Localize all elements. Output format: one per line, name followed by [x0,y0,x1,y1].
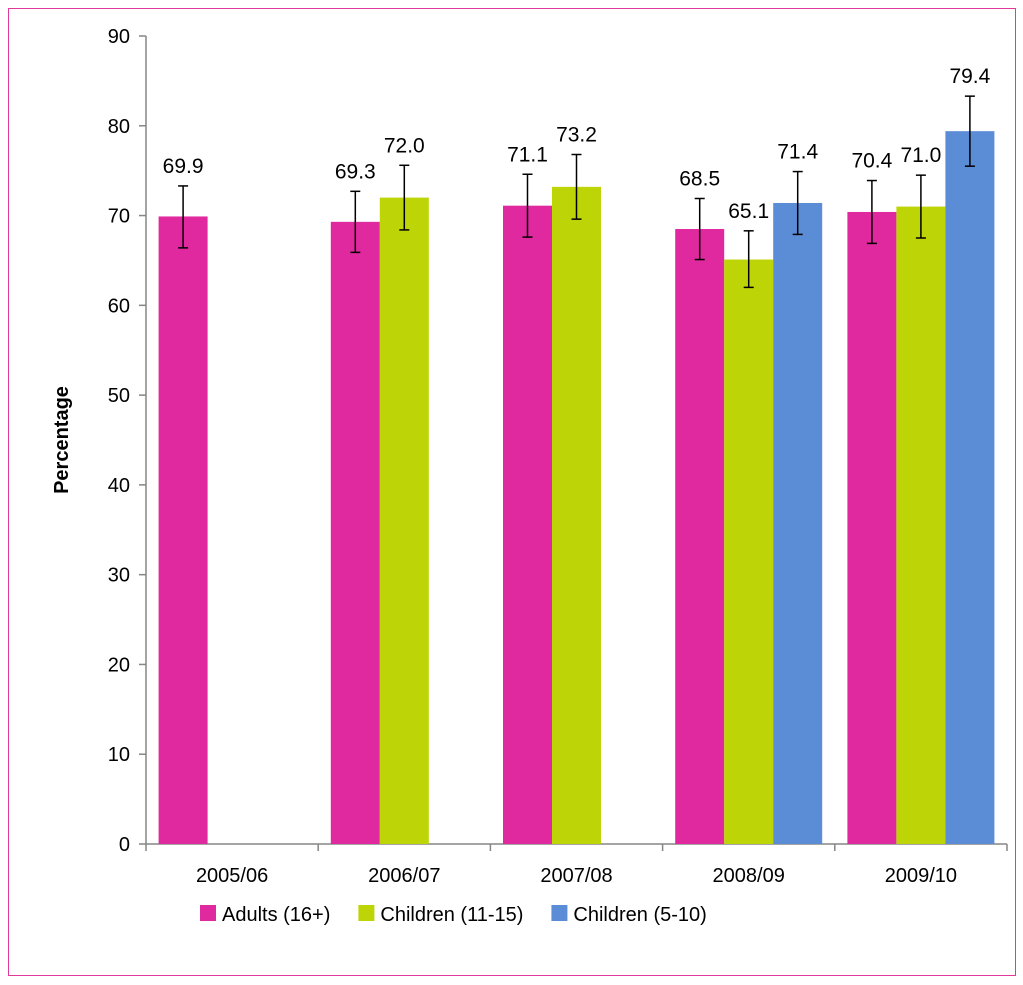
bar [773,202,823,844]
legend-swatch [358,905,375,921]
legend: Adults (16+) Children (11-15) Children (5-… [200,904,707,926]
error-bars-layer [178,95,975,289]
data-label: 71.0 [900,144,941,167]
bar [158,216,208,844]
x-tick-label: 2005/06 [196,865,268,887]
legend-swatch [551,905,568,921]
bar [724,259,774,845]
data-label: 70.4 [851,150,892,173]
bar [503,205,552,844]
y-tick-label: 10 [108,744,130,766]
legend-label: Children (5-10) [573,904,706,926]
bar [552,186,601,844]
y-tick-label: 0 [119,834,130,856]
bar [896,206,946,845]
y-axis-label: Percentage [51,386,73,494]
x-tick-label: 2009/10 [885,865,957,887]
data-label: 68.5 [679,167,720,190]
y-tick-label: 60 [108,295,130,317]
data-label: 69.3 [335,160,376,183]
data-label: 72.0 [384,134,425,157]
data-label: 69.9 [163,155,204,178]
x-axis: 2005/06 2006/07 2007/08 2008/09 2009/10 [145,843,1008,887]
bar [379,197,429,845]
y-tick-label: 20 [108,654,130,676]
bar [330,221,380,845]
legend-swatch [200,905,216,921]
bar [847,211,897,844]
data-label: 71.1 [507,143,548,166]
y-tick-label: 50 [108,385,130,407]
data-label: 79.4 [949,65,990,88]
bars-layer [158,131,995,845]
legend-label: Adults (16+) [222,904,330,926]
y-tick-label: 40 [108,475,130,497]
y-tick-label: 70 [108,206,130,228]
x-tick-label: 2008/09 [713,865,785,887]
data-label: 71.4 [777,141,818,164]
bar [945,131,995,845]
y-axis: 0 10 20 30 40 50 60 70 80 90 [108,26,147,856]
data-labels-layer: 69.9 69.3 72.0 71.1 73.2 68.5 65.1 71.4 70.4 71.0… [163,65,991,223]
legend-label: Children (11-15) [380,904,523,926]
data-label: 65.1 [728,200,769,223]
y-tick-label: 90 [108,26,130,48]
data-label: 73.2 [556,124,597,147]
bar [675,229,725,844]
y-tick-label: 30 [108,565,130,587]
x-tick-label: 2007/08 [540,865,612,887]
y-tick-label: 80 [108,116,130,138]
x-tick-label: 2006/07 [368,865,440,887]
